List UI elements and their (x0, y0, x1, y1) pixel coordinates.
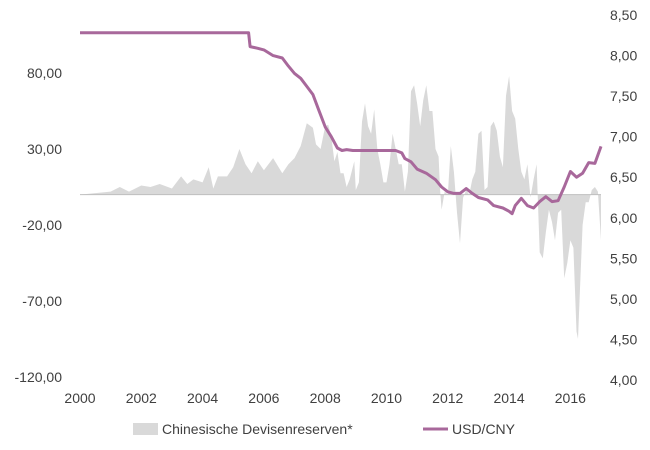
usdcny-line-layer (80, 31, 603, 216)
y-right-tick-label: 5,50 (610, 250, 637, 266)
x-tick-label: 2014 (493, 390, 524, 406)
x-tick-label: 2008 (310, 390, 341, 406)
x-tick-label: 2000 (64, 390, 95, 406)
legend-label-reserves: Chinesische Devisenreserven* (162, 421, 353, 437)
y-left-tick-label: -20,00 (22, 217, 62, 233)
y-right-tick-label: 8,00 (610, 48, 637, 64)
y-left-tick-label: -120,00 (15, 369, 63, 385)
y-right-tick-label: 4,00 (610, 372, 637, 388)
x-tick-label: 2006 (248, 390, 279, 406)
y-left-tick-label: 30,00 (27, 141, 62, 157)
x-tick-label: 2010 (371, 390, 402, 406)
x-tick-label: 2012 (432, 390, 463, 406)
y-left-tick-label: 80,00 (27, 65, 62, 81)
x-tick-label: 2016 (555, 390, 586, 406)
y-right-tick-label: 8,50 (610, 7, 637, 23)
x-tick-label: 2002 (126, 390, 157, 406)
legend-swatch-reserves (133, 423, 158, 435)
y-left-tick-label: -70,00 (22, 293, 62, 309)
x-axis-ticks: 2000 2002 2004 2006 2008 2010 2012 2014 2016 (64, 390, 586, 406)
x-tick-label: 2004 (187, 390, 218, 406)
usdcny-line (80, 31, 603, 216)
legend-label-usdcny: USD/CNY (452, 421, 516, 437)
y-right-tick-label: 5,00 (610, 291, 637, 307)
reserves-area (80, 76, 601, 339)
y-right-axis-ticks: 8,50 8,00 7,50 7,00 6,50 6,00 5,50 5,00 4,50 4,00 (610, 7, 637, 388)
y-right-tick-label: 7,00 (610, 129, 637, 145)
y-left-axis-ticks: 80,00 30,00 -20,00 -70,00 -120,00 (15, 65, 63, 385)
y-right-tick-label: 7,50 (610, 88, 637, 104)
y-right-tick-label: 6,00 (610, 210, 637, 226)
y-right-tick-label: 4,50 (610, 331, 637, 347)
reserves-area-layer (80, 76, 601, 339)
y-right-tick-label: 6,50 (610, 169, 637, 185)
legend: Chinesische Devisenreserven* USD/CNY (133, 421, 516, 437)
